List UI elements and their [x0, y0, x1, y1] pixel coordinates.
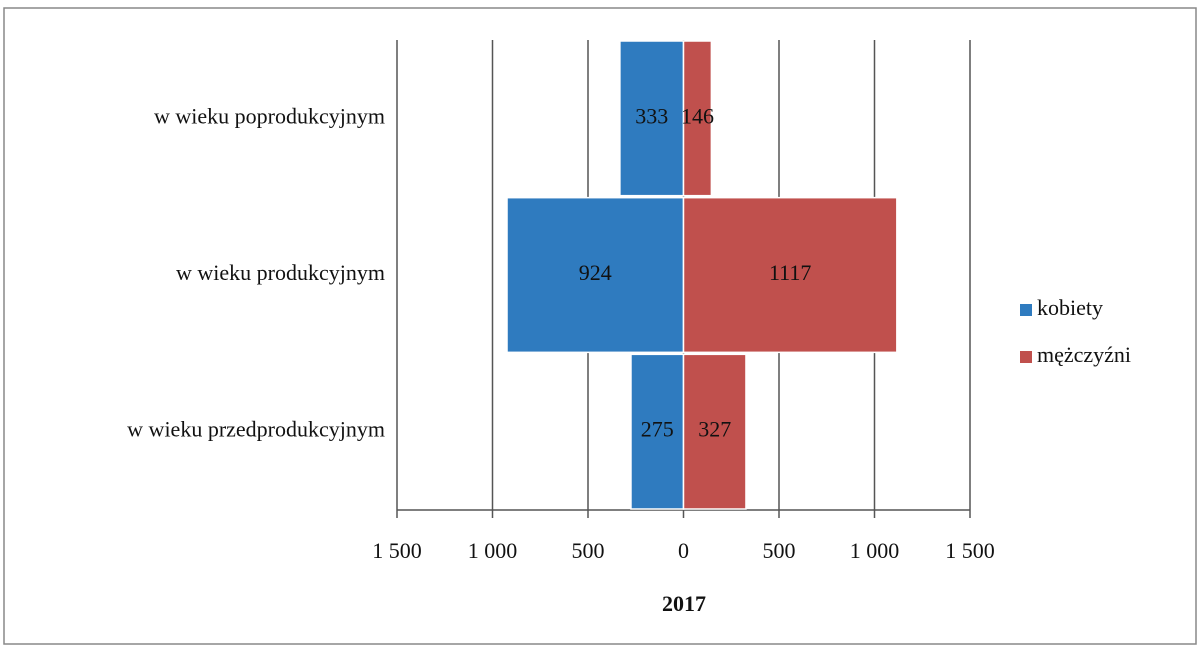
x-axis-title: 2017: [662, 591, 706, 616]
x-tick-label: 1 500: [372, 538, 422, 563]
bar: [506, 196, 685, 354]
data-label: 327: [698, 417, 731, 442]
legend-label: mężczyźni: [1037, 342, 1131, 367]
x-tick-label: 1 500: [945, 538, 995, 563]
data-label: 333: [635, 103, 668, 128]
bar: [682, 196, 898, 354]
legend-swatch: [1020, 351, 1032, 363]
x-tick-label: 500: [763, 538, 796, 563]
x-tick-label: 500: [572, 538, 605, 563]
bar: [630, 353, 685, 510]
x-tick-label: 1 000: [850, 538, 900, 563]
data-label: 924: [579, 260, 612, 285]
bar: [682, 40, 713, 197]
data-label: 1117: [769, 260, 811, 285]
legend-label: kobiety: [1037, 295, 1103, 320]
x-tick-label: 1 000: [468, 538, 518, 563]
y-tick-label: w wieku przedprodukcyjnym: [127, 417, 385, 442]
bar: [682, 353, 747, 510]
x-tick-label: 0: [678, 538, 689, 563]
y-tick-label: w wieku produkcyjnym: [176, 260, 385, 285]
data-label: 275: [641, 417, 674, 442]
data-label: 146: [681, 103, 714, 128]
legend-swatch: [1020, 304, 1032, 316]
y-tick-label: w wieku poprodukcyjnym: [154, 103, 385, 128]
